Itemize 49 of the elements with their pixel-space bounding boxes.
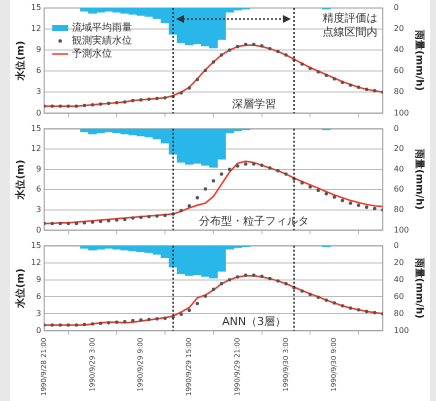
y2-tick-label: 80 — [394, 308, 404, 318]
y2-axis-title: 雨量(mm/h) — [413, 29, 426, 91]
y-tick-label: 9 — [36, 274, 42, 284]
y-tick-label: 6 — [36, 292, 42, 301]
y2-tick-label: 0 — [394, 240, 399, 250]
legend-label: 流域平均雨量 — [72, 22, 132, 34]
y-axis-title: 水位(m) — [14, 160, 27, 200]
y2-axis-title: 雨量(mm/h) — [413, 148, 426, 210]
y-axis-title: 水位(m) — [14, 268, 27, 310]
y-tick-label: 3 — [36, 87, 42, 96]
y2-tick-label: 40 — [394, 274, 404, 284]
y2-tick-label: 0 — [394, 124, 399, 133]
y-tick-label: 12 — [30, 24, 42, 34]
y-tick-label: 12 — [30, 144, 42, 154]
legend-label: 観測実績水位 — [72, 34, 132, 47]
legend-label: 予測水位 — [72, 48, 112, 60]
y2-tick-label: 60 — [394, 66, 404, 76]
y-tick-label: 0 — [36, 326, 42, 335]
y-tick-label: 15 — [30, 240, 42, 250]
y2-tick-label: 40 — [394, 164, 404, 174]
y2-axis-title: 雨量(mm/h) — [413, 256, 426, 319]
y-tick-label: 6 — [36, 184, 42, 194]
y2-tick-label: 100 — [394, 326, 410, 335]
y-tick-label: 3 — [36, 205, 42, 214]
annotation: 精度評価は点線区間内 — [322, 11, 378, 38]
y-tick-label: 6 — [36, 66, 42, 76]
y-tick-label: 0 — [36, 108, 42, 118]
y-tick-label: 15 — [30, 124, 42, 133]
y2-tick-label: 20 — [394, 24, 404, 34]
text: 分布型・粒子フィルタ — [199, 214, 310, 228]
y-tick-label: 0 — [36, 225, 42, 234]
y2-tick-label: 20 — [394, 144, 404, 154]
y2-tick-label: 80 — [394, 205, 404, 214]
y-tick-label: 15 — [30, 3, 42, 12]
text: 深層学習 — [232, 98, 276, 111]
y2-tick-label: 100 — [394, 108, 410, 118]
y2-tick-label: 80 — [394, 87, 404, 96]
y2-tick-label: 60 — [394, 292, 404, 301]
text: ANN（3層） — [222, 315, 286, 328]
y2-tick-label: 0 — [394, 3, 399, 12]
y2-tick-label: 20 — [394, 258, 404, 267]
y-tick-label: 12 — [30, 258, 42, 267]
y-tick-label: 3 — [36, 308, 42, 318]
y-tick-label: 9 — [36, 45, 42, 54]
y-tick-label: 9 — [36, 164, 42, 174]
y-axis-title: 水位(m) — [14, 40, 27, 82]
y2-tick-label: 60 — [394, 184, 404, 194]
y2-tick-label: 100 — [394, 225, 410, 234]
y2-tick-label: 40 — [394, 45, 404, 54]
